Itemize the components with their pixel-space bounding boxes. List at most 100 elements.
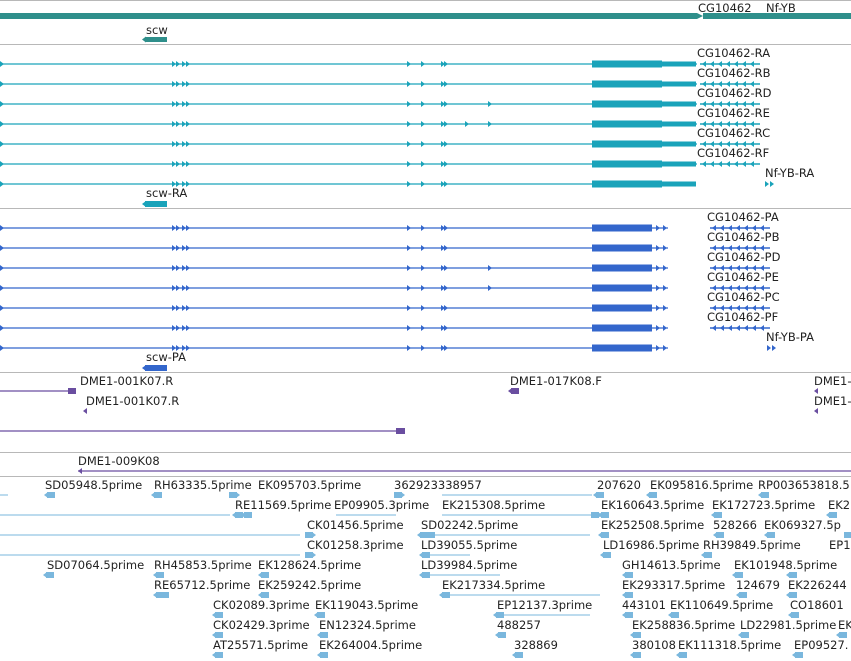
protein-exon[interactable] — [488, 285, 492, 291]
transcript-exon[interactable] — [662, 141, 696, 147]
est-glyph[interactable] — [394, 492, 402, 498]
transcript-exon[interactable] — [0, 81, 4, 87]
protein-exon[interactable] — [767, 345, 771, 351]
est-label[interactable]: EK252508.5prime — [601, 518, 705, 532]
est-glyph[interactable] — [422, 572, 430, 578]
protein-label[interactable]: CG10462-PF — [707, 310, 779, 324]
protein-exon[interactable] — [444, 345, 448, 351]
clone-label[interactable]: DME1- — [814, 394, 851, 408]
protein-exon[interactable] — [656, 305, 660, 311]
est-glyph[interactable] — [844, 532, 851, 538]
est-glyph[interactable] — [153, 572, 157, 578]
est-glyph[interactable] — [232, 512, 236, 518]
est-glyph[interactable] — [676, 652, 680, 658]
transcript-exon[interactable] — [592, 160, 662, 168]
transcript-label[interactable]: CG10462-RD — [697, 86, 772, 100]
est-label[interactable]: EK110649.5prime — [670, 598, 774, 612]
est-glyph[interactable] — [625, 572, 633, 578]
protein-exon[interactable] — [663, 285, 667, 291]
est-glyph[interactable] — [496, 612, 504, 618]
est-glyph[interactable] — [625, 612, 633, 618]
est-glyph[interactable] — [732, 572, 736, 578]
est-glyph[interactable] — [598, 532, 602, 538]
protein-exon[interactable] — [656, 325, 660, 331]
transcript-exon[interactable] — [172, 101, 176, 107]
est-glyph[interactable] — [241, 512, 245, 518]
est-glyph[interactable] — [261, 592, 269, 598]
gene-label-nf-yb[interactable]: Nf-YB — [766, 1, 796, 15]
transcript-exon[interactable] — [186, 141, 190, 147]
transcript-exon[interactable] — [444, 161, 448, 167]
transcript-exon[interactable] — [421, 81, 425, 87]
est-label[interactable]: RH63335.5prime — [154, 478, 252, 492]
est-glyph[interactable] — [46, 572, 54, 578]
protein-exon[interactable] — [663, 345, 667, 351]
transcript-label[interactable]: CG10462-RB — [697, 66, 771, 80]
transcript-exon[interactable] — [662, 121, 696, 127]
est-label[interactable]: EK258836.5prime — [632, 618, 736, 632]
protein-exon[interactable] — [182, 245, 186, 251]
protein-exon[interactable] — [186, 345, 190, 351]
protein-exon[interactable] — [656, 245, 660, 251]
est-glyph[interactable] — [789, 572, 797, 578]
protein-exon[interactable] — [176, 325, 180, 331]
transcript-exon[interactable] — [441, 101, 445, 107]
protein-exon[interactable] — [421, 345, 425, 351]
est-glyph[interactable] — [792, 652, 796, 658]
protein-exon[interactable] — [441, 225, 445, 231]
transcript-exon[interactable] — [407, 161, 411, 167]
protein-exon[interactable] — [663, 225, 667, 231]
transcript-exon[interactable] — [421, 101, 425, 107]
protein-exon[interactable] — [182, 225, 186, 231]
est-glyph[interactable] — [312, 552, 316, 558]
protein-label[interactable]: CG10462-PA — [707, 210, 779, 224]
transcript-exon[interactable] — [172, 121, 176, 127]
gene-label-cg10462[interactable]: CG10462 — [698, 1, 752, 15]
est-label[interactable]: CK02429.3prime — [213, 618, 310, 632]
protein-exon[interactable] — [441, 345, 445, 351]
transcript-exon[interactable] — [407, 121, 411, 127]
transcript-label[interactable]: CG10462-RA — [697, 46, 771, 60]
protein-exon[interactable] — [176, 225, 180, 231]
transcript-exon[interactable] — [0, 161, 4, 167]
transcript-exon[interactable] — [186, 121, 190, 127]
transcript-exon[interactable] — [182, 181, 186, 187]
est-glyph[interactable] — [156, 572, 164, 578]
est-glyph[interactable] — [668, 612, 672, 618]
gene-glyph[interactable] — [703, 13, 851, 19]
transcript-exon[interactable] — [145, 201, 167, 207]
est-glyph[interactable] — [320, 632, 328, 638]
est-glyph[interactable] — [215, 652, 223, 658]
transcript-exon[interactable] — [444, 61, 448, 67]
transcript-exon[interactable] — [407, 81, 411, 87]
protein-exon[interactable] — [441, 245, 445, 251]
est-glyph[interactable] — [512, 652, 516, 658]
transcript-exon[interactable] — [770, 181, 774, 187]
est-glyph[interactable] — [417, 532, 421, 538]
est-glyph[interactable] — [320, 652, 328, 658]
transcript-exon[interactable] — [186, 81, 190, 87]
est-glyph[interactable] — [317, 632, 321, 638]
protein-exon[interactable] — [407, 225, 411, 231]
transcript-exon[interactable] — [421, 121, 425, 127]
est-glyph[interactable] — [154, 492, 162, 498]
protein-exon[interactable] — [172, 325, 176, 331]
est-glyph[interactable] — [442, 592, 450, 598]
est-glyph[interactable] — [244, 512, 252, 518]
protein-exon[interactable] — [176, 245, 180, 251]
transcript-exon[interactable] — [592, 120, 662, 128]
protein-exon[interactable] — [182, 285, 186, 291]
est-glyph[interactable] — [600, 552, 604, 558]
transcript-label[interactable]: CG10462-RF — [697, 146, 770, 160]
protein-exon[interactable] — [182, 345, 186, 351]
est-glyph[interactable] — [235, 512, 243, 518]
est-label[interactable]: SD07064.5prime — [47, 558, 145, 572]
est-glyph[interactable] — [258, 592, 262, 598]
est-label[interactable]: RE65712.5prime — [154, 578, 251, 592]
est-label[interactable]: EK160643.5prime — [601, 498, 705, 512]
protein-exon[interactable] — [142, 365, 146, 371]
est-glyph[interactable] — [630, 652, 634, 658]
protein-exon[interactable] — [176, 265, 180, 271]
clone-glyph[interactable] — [68, 388, 76, 394]
est-label[interactable]: EK293317.5prime — [622, 578, 726, 592]
